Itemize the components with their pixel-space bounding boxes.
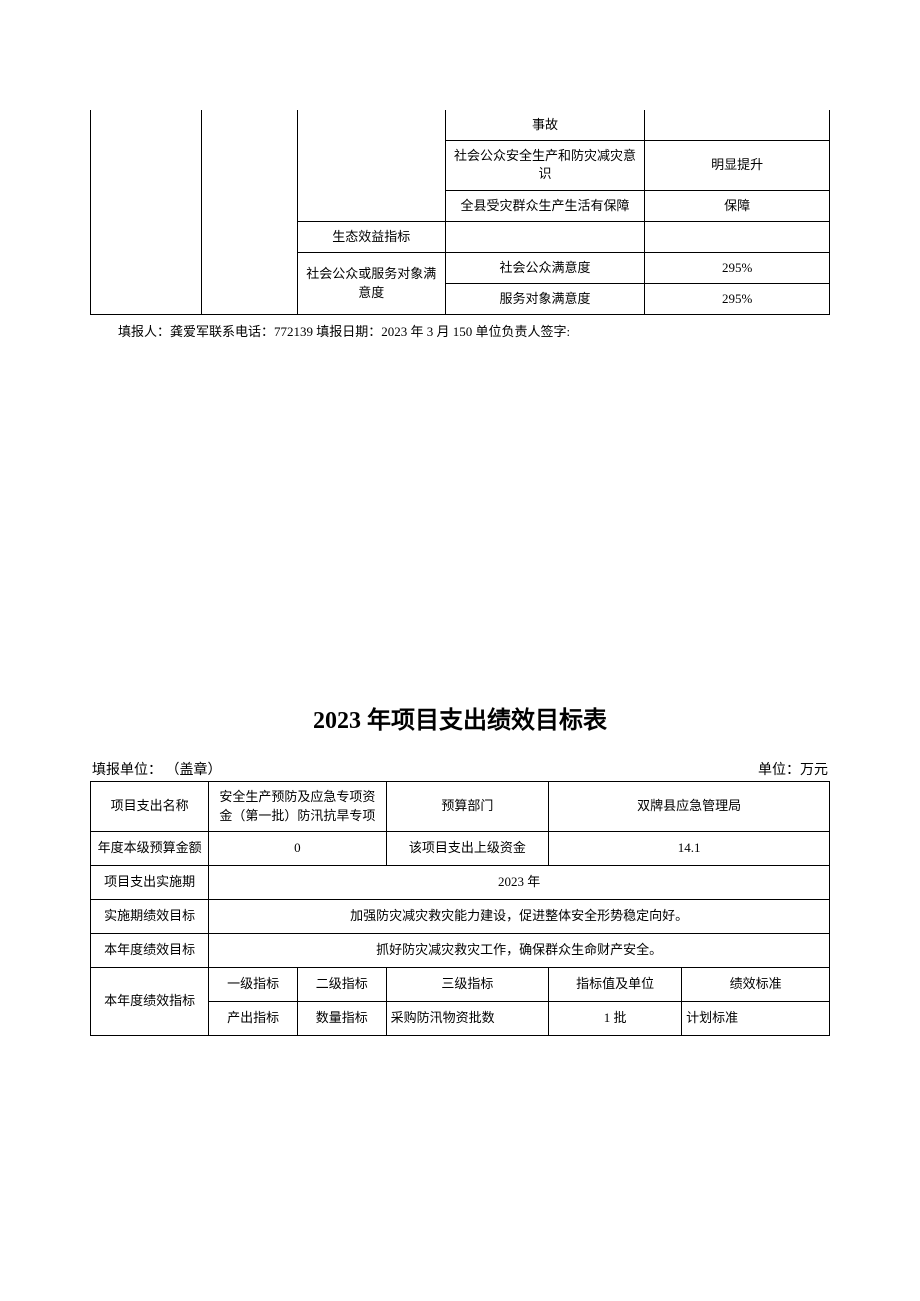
top-table: 事故 社会公众安全生产和防灾减灾意识 明显提升 全县受灾群众生产生活有保障 保障… xyxy=(90,110,830,315)
header-row: 填报单位： （盖章） 单位：万元 xyxy=(90,759,830,779)
cell-value: 采购防汛物资批数 xyxy=(386,1001,549,1035)
cell-indicator: 事故 xyxy=(445,110,645,141)
cell-indicator: 全县受灾群众生产生活有保障 xyxy=(445,190,645,221)
cell-blank-left2 xyxy=(201,110,297,315)
cell-value: 双牌县应急管理局 xyxy=(549,782,830,831)
table-row: 项目支出名称 安全生产预防及应急专项资金（第一批）防汛抗旱专项 预算部门 双牌县… xyxy=(91,782,830,831)
cell-indicator: 社会公众安全生产和防灾减灾意识 xyxy=(445,141,645,190)
table-row: 年度本级预算金额 0 该项目支出上级资金 14.1 xyxy=(91,831,830,865)
cell-header: 三级指标 xyxy=(386,967,549,1001)
footer-text: 填报人：龚爱军联系电话：772139 填报日期：2023 年 3 月 150 单… xyxy=(90,321,830,340)
cell-label: 年度本级预算金额 xyxy=(91,831,209,865)
cell-label: 该项目支出上级资金 xyxy=(386,831,549,865)
cell-blank-left xyxy=(91,110,202,315)
cell-indicator: 社会公众满意度 xyxy=(445,252,645,283)
cell-cat: 生态效益指标 xyxy=(297,221,445,252)
cell-value: 2023 年 xyxy=(209,865,830,899)
cell-value: 14.1 xyxy=(549,831,830,865)
cell-value xyxy=(645,110,830,141)
cell-value: 数量指标 xyxy=(297,1001,386,1035)
cell-value: 1 批 xyxy=(549,1001,682,1035)
header-right: 单位：万元 xyxy=(758,759,828,779)
cell-indicator: 服务对象满意度 xyxy=(445,284,645,315)
cell-header: 指标值及单位 xyxy=(549,967,682,1001)
cell-value: 保障 xyxy=(645,190,830,221)
cell-value: 产出指标 xyxy=(209,1001,298,1035)
cell-label: 本年度绩效目标 xyxy=(91,933,209,967)
cell-value: 295% xyxy=(645,252,830,283)
cell-value: 计划标准 xyxy=(682,1001,830,1035)
cell-label: 项目支出名称 xyxy=(91,782,209,831)
cell-label: 项目支出实施期 xyxy=(91,865,209,899)
cell-value xyxy=(645,221,830,252)
cell-value: 明显提升 xyxy=(645,141,830,190)
cell-cat xyxy=(297,110,445,221)
cell-label: 预算部门 xyxy=(386,782,549,831)
cell-header: 一级指标 xyxy=(209,967,298,1001)
table-row: 项目支出实施期 2023 年 xyxy=(91,865,830,899)
table-row: 实施期绩效目标 加强防灾减灾救灾能力建设，促进整体安全形势稳定向好。 xyxy=(91,899,830,933)
cell-value: 加强防灾减灾救灾能力建设，促进整体安全形势稳定向好。 xyxy=(209,899,830,933)
cell-label: 实施期绩效目标 xyxy=(91,899,209,933)
cell-header: 二级指标 xyxy=(297,967,386,1001)
cell-value: 295% xyxy=(645,284,830,315)
header-left: 填报单位： （盖章） xyxy=(92,759,222,779)
table-row: 事故 xyxy=(91,110,830,141)
cell-indicator xyxy=(445,221,645,252)
cell-value: 抓好防灾减灾救灾工作，确保群众生命财产安全。 xyxy=(209,933,830,967)
table-row: 本年度绩效指标 一级指标 二级指标 三级指标 指标值及单位 绩效标准 xyxy=(91,967,830,1001)
table-row: 本年度绩效目标 抓好防灾减灾救灾工作，确保群众生命财产安全。 xyxy=(91,933,830,967)
page-title: 2023 年项目支出绩效目标表 xyxy=(90,700,830,735)
cell-value: 安全生产预防及应急专项资金（第一批）防汛抗旱专项 xyxy=(209,782,386,831)
cell-header: 绩效标准 xyxy=(682,967,830,1001)
cell-label: 本年度绩效指标 xyxy=(91,967,209,1035)
main-table: 项目支出名称 安全生产预防及应急专项资金（第一批）防汛抗旱专项 预算部门 双牌县… xyxy=(90,781,830,1035)
cell-value: 0 xyxy=(209,831,386,865)
cell-cat: 社会公众或服务对象满意度 xyxy=(297,252,445,314)
